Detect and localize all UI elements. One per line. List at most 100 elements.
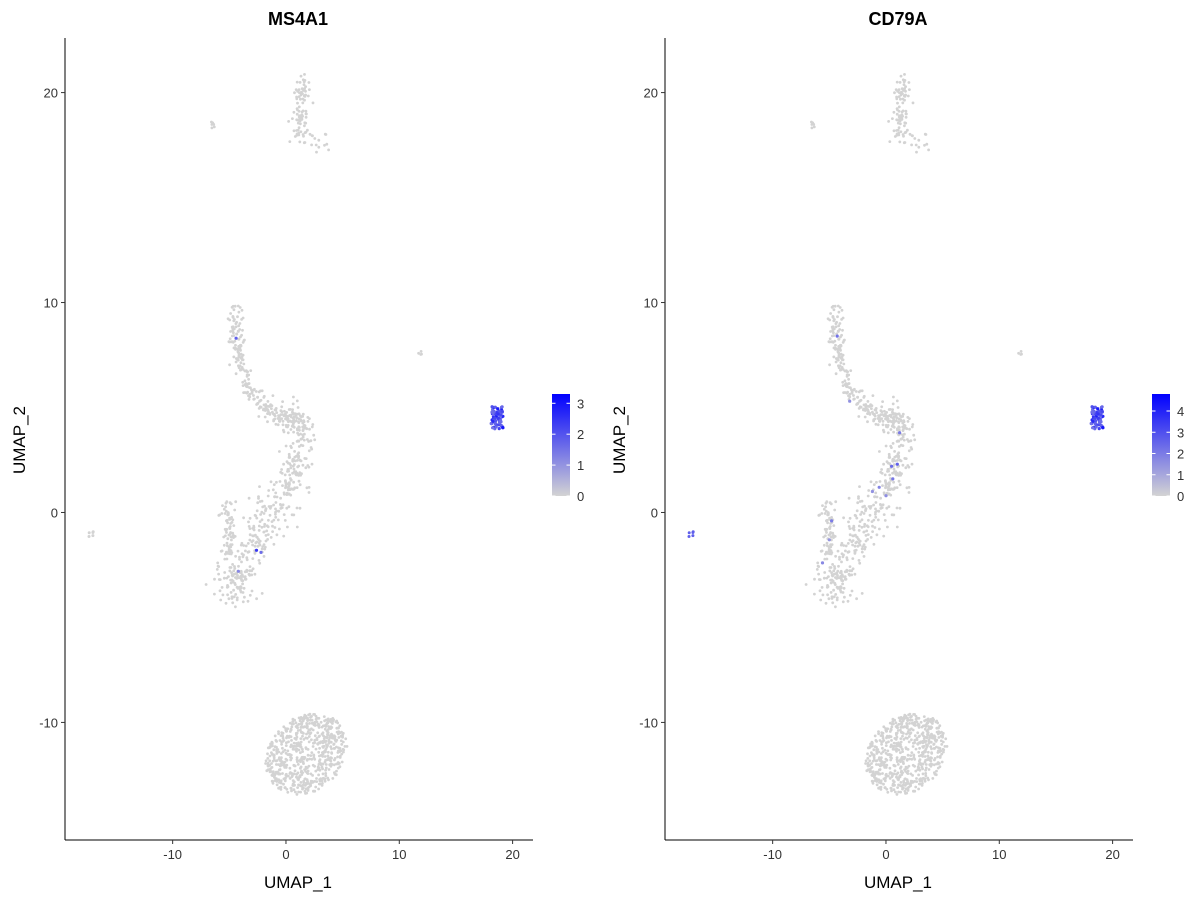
cell-point: [332, 747, 336, 750]
cell-point: [317, 722, 320, 726]
cell-point: [852, 394, 855, 397]
cell-point: [246, 542, 250, 545]
cell-point: [298, 81, 302, 84]
cell-point: [885, 460, 889, 464]
cell-point: [266, 538, 269, 541]
cell-point: [884, 480, 887, 483]
cell-point: [820, 549, 824, 553]
cell-point: [223, 557, 227, 561]
cell-point: [897, 439, 901, 443]
cell-point: [906, 416, 910, 419]
cell-point: [204, 583, 208, 586]
cell-point: [230, 578, 234, 582]
cell-point: [896, 759, 900, 762]
cell-point: [281, 734, 285, 738]
cell-point: [903, 94, 907, 97]
cell-point: [890, 420, 893, 424]
cell-point: [343, 745, 347, 748]
cell-point: [224, 534, 227, 538]
cell-point: [841, 555, 845, 559]
cell-point: [287, 420, 290, 424]
cell-point: [866, 400, 870, 403]
cell-point: [920, 732, 924, 736]
cell-point: [284, 486, 287, 490]
cell-point: [230, 538, 233, 542]
cell-point: [310, 425, 314, 429]
cell-point: [901, 734, 904, 738]
cell-point: [213, 592, 216, 596]
cell-point: [271, 780, 275, 784]
cell-point: [299, 97, 302, 101]
cell-point: [851, 534, 855, 538]
cell-point: [261, 545, 265, 548]
cell-point: [901, 435, 905, 439]
cell-point: [267, 518, 270, 522]
cell-point: [906, 753, 910, 757]
cell-point: [323, 735, 327, 739]
cell-point: [862, 403, 866, 407]
cell-point: [892, 722, 895, 726]
cell-point: [323, 143, 326, 147]
cell-point: [292, 741, 296, 745]
cell-point: [268, 754, 272, 758]
cell-point: [285, 506, 289, 510]
cell-point: [302, 420, 306, 424]
cell-point: [257, 529, 261, 532]
cell-point: [899, 765, 903, 769]
cell-point: [297, 716, 301, 720]
cell-point: [914, 747, 918, 751]
cell-point: [312, 713, 315, 716]
cell-point: [901, 755, 905, 759]
cell-point: [869, 403, 872, 406]
cell-point: [286, 431, 290, 435]
cell-point: [234, 554, 238, 558]
cell-point: [896, 101, 899, 105]
cell-point: [908, 88, 911, 91]
cell-point: [901, 719, 905, 723]
cell-point: [337, 726, 340, 730]
cell-point: [323, 779, 327, 783]
cell-point: [272, 503, 275, 507]
cell-point: [885, 763, 889, 767]
cell-point: [284, 757, 288, 761]
cell-point: [301, 78, 305, 82]
cell-point: [293, 718, 296, 722]
cell-point: [879, 409, 883, 413]
cell-point: [895, 118, 899, 122]
cell-point: [880, 405, 884, 409]
cell-point: [262, 408, 265, 412]
cell-point: [888, 730, 892, 733]
cell-point: [834, 357, 838, 360]
cell-point: [260, 547, 264, 551]
cell-point: [274, 491, 278, 495]
cell-point: [319, 720, 323, 724]
cell-point: [875, 759, 879, 762]
cell-point: [891, 410, 894, 414]
cell-point: [906, 420, 910, 423]
cell-point: [886, 753, 890, 756]
cell-point: [315, 777, 318, 780]
cell-point: [295, 731, 299, 735]
cell-point: [858, 520, 862, 523]
cell-point: [863, 522, 867, 526]
cell-point: [217, 565, 221, 568]
cell-point: [824, 534, 827, 538]
cell-point: [262, 396, 266, 399]
cell-point: [841, 600, 845, 604]
cell-point: [338, 747, 342, 750]
cell-point: [838, 322, 842, 325]
cell-point: [317, 726, 321, 729]
cell-point: [838, 328, 842, 331]
expressing-cell-point: [489, 421, 493, 426]
cell-point: [875, 509, 879, 513]
cell-point: [274, 422, 278, 426]
cell-point: [923, 777, 927, 781]
cell-point: [839, 576, 843, 580]
cell-point: [280, 752, 283, 755]
cell-point: [232, 308, 236, 312]
cell-point: [311, 780, 314, 783]
cell-point: [892, 487, 896, 490]
cell-point: [886, 749, 890, 753]
cell-point: [935, 745, 938, 749]
